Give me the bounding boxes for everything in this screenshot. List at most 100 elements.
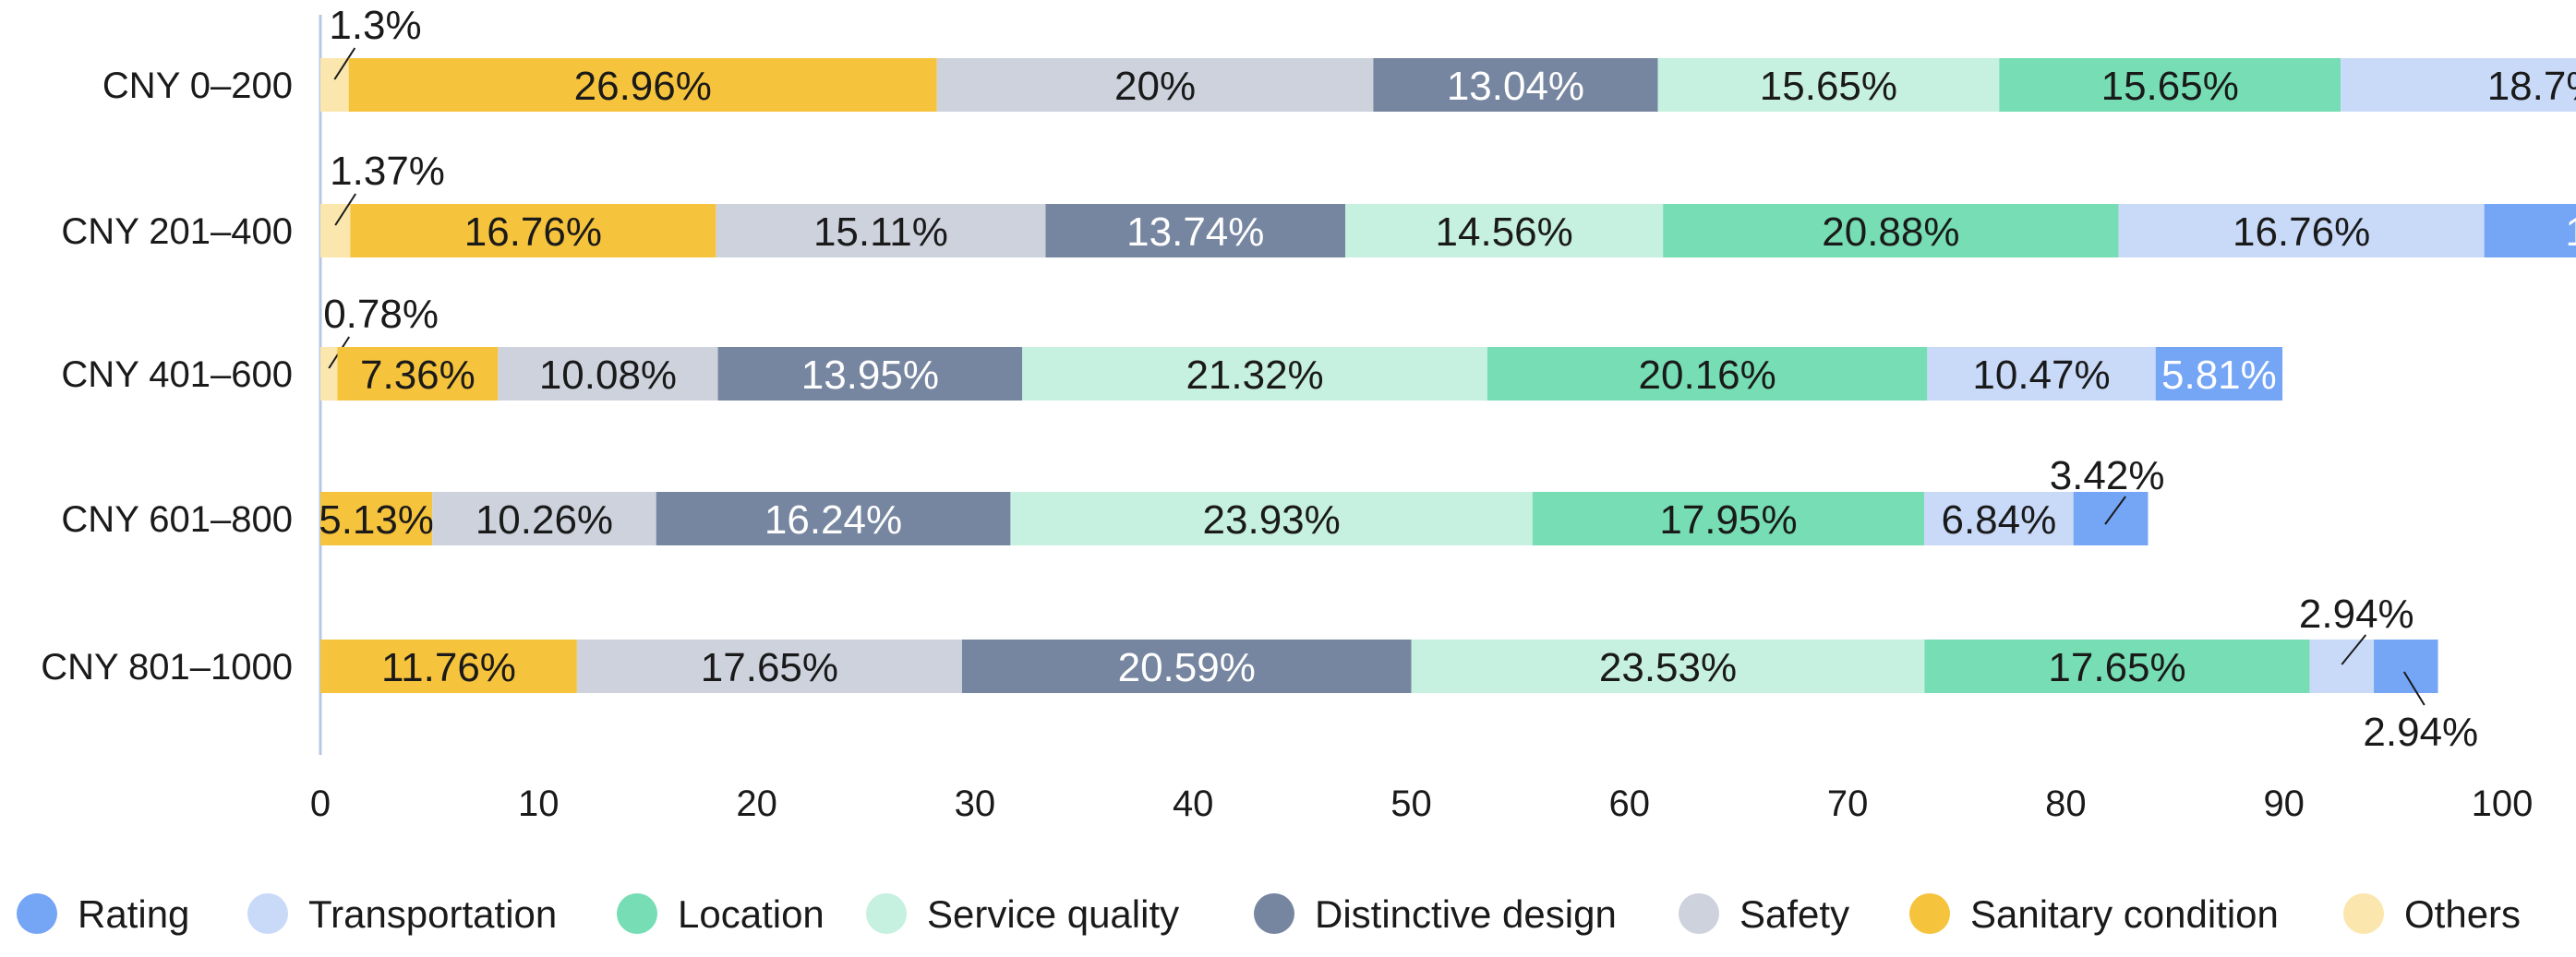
data-label: 2.94% [2299,592,2414,637]
legend-marker [866,893,907,934]
x-tick-label: 80 [2045,784,2087,824]
bar-segment [576,640,962,693]
category-label: CNY 401–600 [61,354,293,395]
data-label: 16.76% [464,209,602,255]
category-label: CNY 801–1000 [41,647,293,688]
x-tick-label: 60 [1609,784,1651,824]
bar-segment [337,347,499,401]
data-label: 1.37% [330,149,445,194]
bar-segment [1924,492,2074,545]
bar-segment [717,347,1023,401]
data-label: 15.65% [2101,64,2239,109]
x-tick-label: 100 [2472,784,2534,824]
data-label: 13.74% [2565,209,2576,255]
category-label: CNY 0–200 [102,66,293,106]
bar-segment [1022,347,1487,401]
callout-line [333,47,356,80]
legend-label: Rating [78,892,189,936]
legend-label: Distinctive design [1315,892,1617,936]
legend-marker [617,893,657,934]
data-label: 23.53% [1599,645,1737,690]
bar-segment [498,347,718,401]
x-tick-label: 10 [518,784,560,824]
data-label: 14.56% [1436,209,1573,255]
data-label: 13.74% [1126,209,1264,255]
data-label: 11.76% [381,645,516,690]
bar-segment [1345,204,1664,257]
bar-segment [1045,204,1346,257]
bar-segment [2155,347,2283,401]
legend-marker [1254,893,1294,934]
data-label: 16.76% [2233,209,2370,255]
data-label: 16.24% [764,497,902,543]
bar-segment [716,204,1046,257]
data-label: 20.16% [1639,353,1776,398]
bar-segment [936,58,1374,112]
legend-label: Location [678,892,825,936]
legend-marker [1909,893,1950,934]
data-label: 3.42% [2050,453,2165,498]
bar-segment [320,492,433,545]
data-label: 15.65% [1760,64,1897,109]
data-label: 10.47% [1972,353,2110,398]
x-tick-label: 30 [955,784,996,824]
data-label: 10.08% [539,353,677,398]
data-label: 26.96% [574,64,712,109]
data-label: 2.94% [2363,710,2478,755]
bar-segment [432,492,656,545]
bar-segment [2374,640,2438,693]
data-label: 17.65% [701,645,838,690]
bar-segment [2309,640,2375,693]
bar-segment [320,347,338,401]
callout-line [2402,671,2426,706]
x-tick-label: 90 [2263,784,2305,824]
legend-marker [247,893,288,934]
bar-segment [1999,58,2341,112]
bar-segment [1373,58,1658,112]
legend-marker [17,893,57,934]
bar-segment [961,640,1412,693]
bar-segment [1657,58,2000,112]
data-label: 18.7% [2487,64,2576,109]
legend-label: Sanitary condition [1970,892,2279,936]
category-label: CNY 601–800 [61,499,293,540]
bar-segment [320,640,577,693]
legend-marker [2343,893,2384,934]
data-label: 20.88% [1822,209,1959,255]
callout-line [2104,496,2126,525]
data-label: 20% [1114,64,1196,109]
data-label: 15.11% [813,209,948,255]
data-label: 1.3% [329,3,421,48]
data-label: 6.84% [1941,497,2056,543]
data-label: 5.13% [319,497,434,543]
x-tick-label: 20 [736,784,777,824]
bar-segment [350,204,716,257]
data-label: 17.95% [1659,497,1797,543]
bar-segment [2118,204,2485,257]
legend-label: Service quality [927,892,1179,936]
bar-segment [2341,58,2576,112]
bar-segment [2484,204,2576,257]
data-label: 20.59% [1118,645,1256,690]
category-label: CNY 201–400 [61,211,293,252]
legend-label: Transportation [308,892,557,936]
bar-segment [320,58,349,112]
data-label: 23.93% [1203,497,1341,543]
data-label: 21.32% [1186,353,1323,398]
x-tick-label: 40 [1173,784,1214,824]
x-tick-label: 70 [1827,784,1869,824]
data-label: 13.95% [801,353,939,398]
callout-line [2341,634,2367,665]
bar-segment [1487,347,1928,401]
legend-label: Others [2404,892,2521,936]
bar-segment [1411,640,1925,693]
bar-segment [1532,492,1925,545]
bar-segment [2073,492,2149,545]
data-label: 7.36% [360,353,475,398]
bar-segment [1010,492,1533,545]
callout-line [334,193,357,226]
bar-segment [348,58,937,112]
bar-segment [656,492,1011,545]
